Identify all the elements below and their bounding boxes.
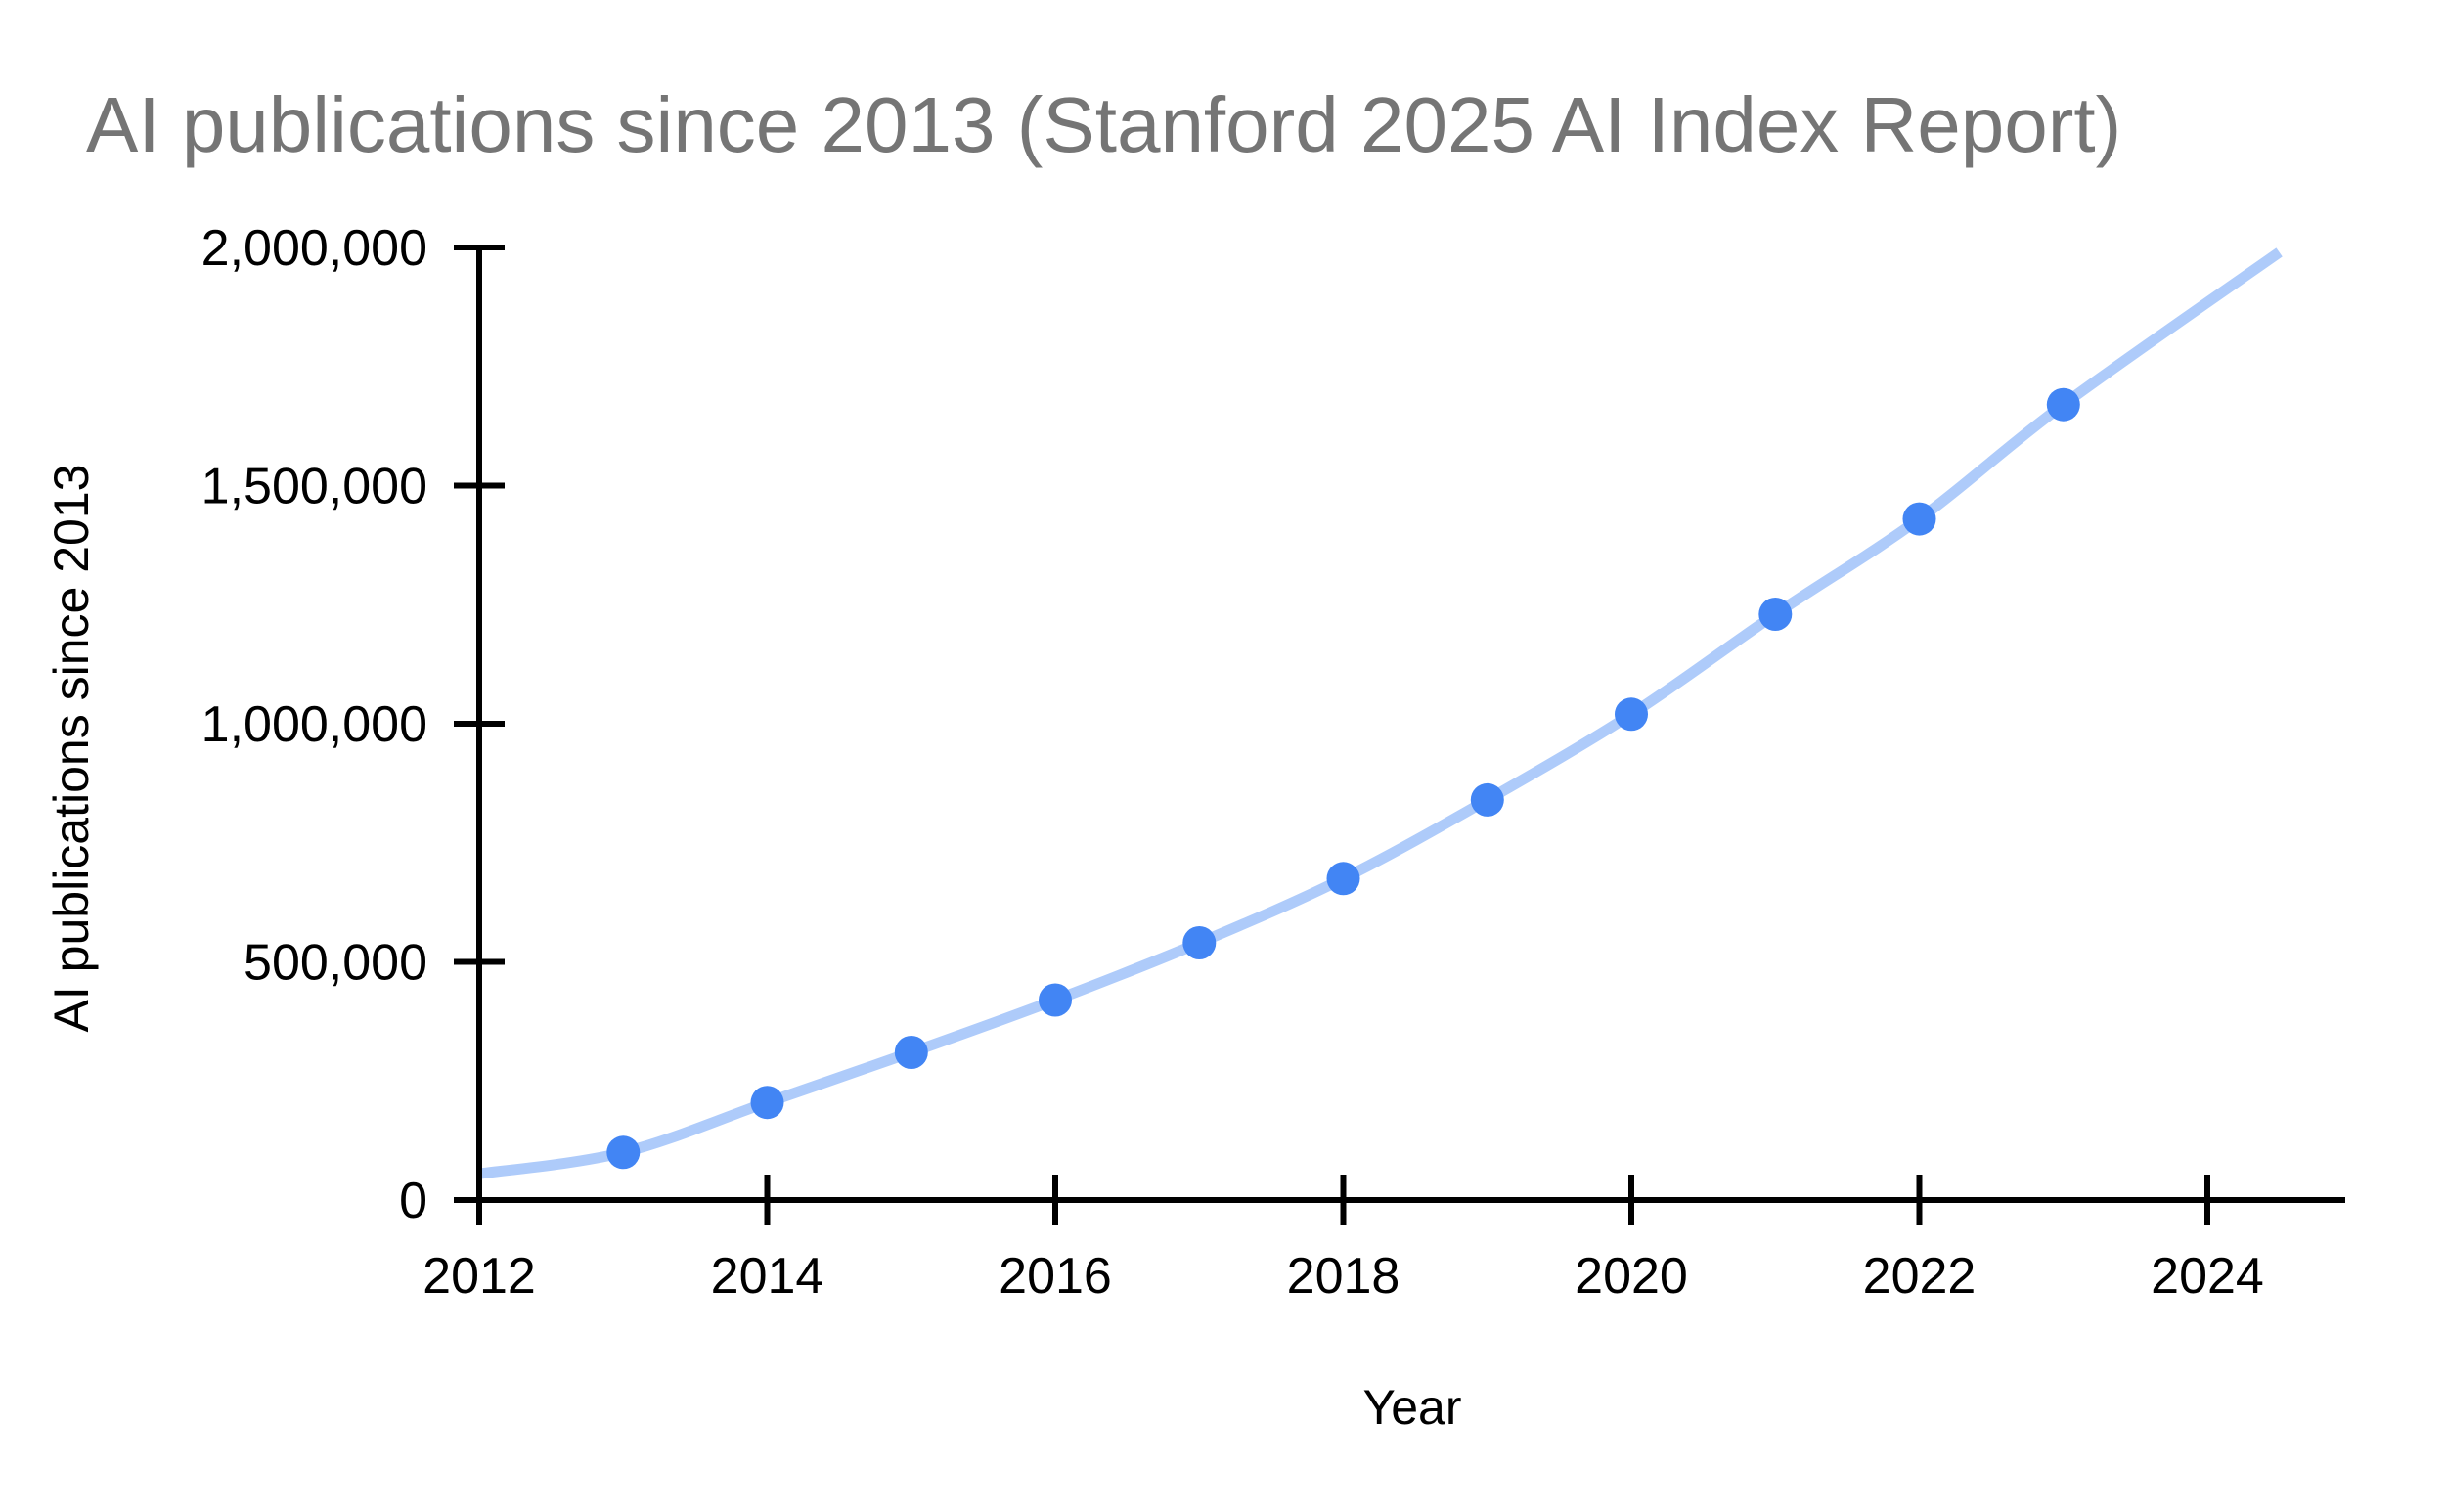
data-point-2019 bbox=[1470, 782, 1504, 817]
data-point-2015 bbox=[894, 1036, 928, 1069]
x-axis-title: Year bbox=[1362, 1380, 1461, 1435]
x-tick-label-2020: 2020 bbox=[1575, 1248, 1688, 1305]
x-tick-label-2022: 2022 bbox=[1863, 1248, 1977, 1305]
data-point-2023 bbox=[2046, 387, 2080, 422]
data-point-2022 bbox=[1902, 502, 1936, 536]
trend-line bbox=[478, 247, 2283, 1179]
y-tick-label-1000000: 1,000,000 bbox=[201, 696, 427, 753]
x-tick-label-2014: 2014 bbox=[711, 1248, 824, 1305]
y-tick-label-2000000: 2,000,000 bbox=[201, 220, 427, 277]
data-point-2013 bbox=[606, 1135, 641, 1170]
data-points bbox=[606, 387, 2080, 1170]
y-tick-label-0: 0 bbox=[399, 1173, 427, 1229]
plot-area: 0 500,000 1,000,000 1,500,000 2,000,000 2012… bbox=[201, 220, 2345, 1305]
x-tick-label-2012: 2012 bbox=[422, 1248, 536, 1305]
y-axis-title: AI publications since 2013 bbox=[44, 465, 99, 1033]
data-point-2020 bbox=[1615, 697, 1648, 732]
x-tick-label-2018: 2018 bbox=[1287, 1248, 1400, 1305]
y-tick-label-500000: 500,000 bbox=[244, 935, 427, 992]
chart-title: AI publications since 2013 (Stanford 202… bbox=[86, 81, 2121, 168]
x-tick-label-2016: 2016 bbox=[999, 1248, 1112, 1305]
y-axis: 0 500,000 1,000,000 1,500,000 2,000,000 bbox=[201, 220, 505, 1229]
data-point-2014 bbox=[750, 1086, 784, 1120]
data-point-2021 bbox=[1758, 598, 1793, 631]
x-axis: 2012 2014 2016 2018 2020 2022 2024 bbox=[422, 1175, 2345, 1305]
data-point-2018 bbox=[1326, 862, 1360, 896]
data-point-2017 bbox=[1182, 926, 1217, 959]
x-tick-label-2024: 2024 bbox=[2151, 1248, 2264, 1305]
data-point-2016 bbox=[1039, 983, 1072, 1017]
y-tick-label-1500000: 1,500,000 bbox=[201, 459, 427, 515]
